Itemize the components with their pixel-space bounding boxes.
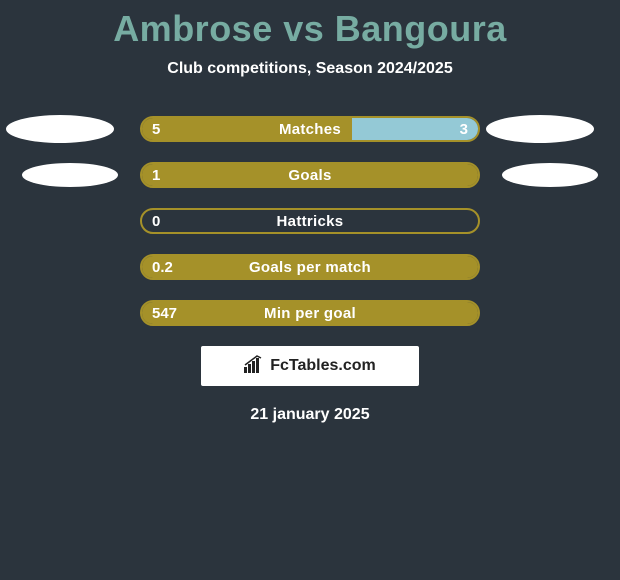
stat-bar: 0.2Goals per match [140,254,480,280]
stats-container: 53Matches 1Goals 0Hattricks 0.2Goals per ma… [0,116,620,326]
stat-row: 53Matches [0,116,620,142]
player-right-ellipse [502,163,598,187]
brand-chart-icon [244,355,266,378]
player-right-ellipse [486,115,594,143]
stat-label: Hattricks [142,210,478,232]
stat-label: Matches [142,118,478,140]
stat-bar: 1Goals [140,162,480,188]
stat-row: 0.2Goals per match [0,254,620,280]
stat-bar: 0Hattricks [140,208,480,234]
date-line: 21 january 2025 [0,406,620,424]
page-title: Ambrose vs Bangoura [0,0,620,50]
stat-label: Min per goal [142,302,478,324]
stat-row: 1Goals [0,162,620,188]
stat-row: 0Hattricks [0,208,620,234]
stat-label: Goals [142,164,478,186]
stat-bar: 53Matches [140,116,480,142]
stat-label: Goals per match [142,256,478,278]
brand-box[interactable]: FcTables.com [201,346,419,386]
player-left-ellipse [6,115,114,143]
subtitle: Club competitions, Season 2024/2025 [0,60,620,78]
stat-row: 547Min per goal [0,300,620,326]
player-left-ellipse [22,163,118,187]
stat-bar: 547Min per goal [140,300,480,326]
brand-text: FcTables.com [270,357,376,375]
